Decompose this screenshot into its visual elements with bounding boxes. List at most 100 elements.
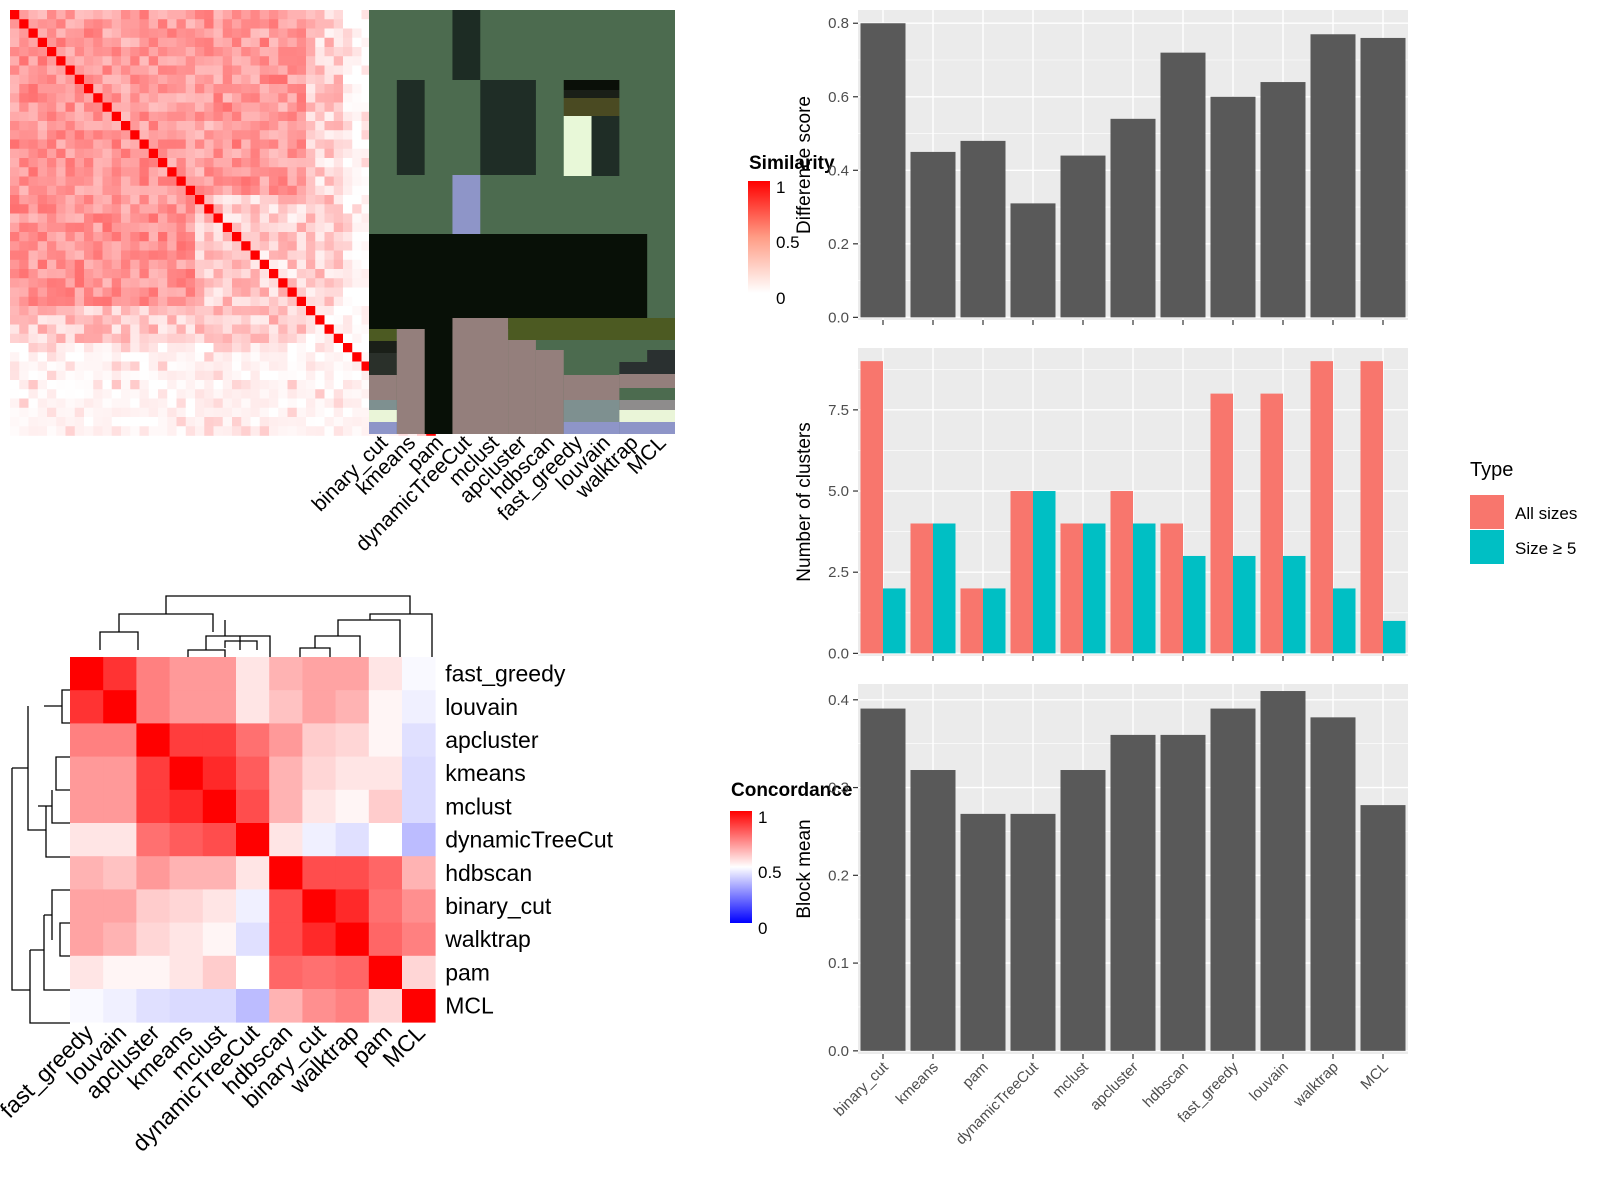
similarity-cell [287,10,298,20]
similarity-cell [232,167,242,177]
similarity-cell [296,296,307,307]
similarity-cell [204,37,214,48]
similarity-cell [28,324,39,335]
similarity-cell [222,185,233,196]
similarity-cell [259,130,270,140]
similarity-cell [232,296,242,307]
similarity-cell [352,74,362,85]
similarity-cell [148,426,159,436]
similarity-cell [195,158,205,168]
similarity-cell [19,306,29,316]
similarity-cell [28,74,39,85]
similarity-cell [130,269,140,279]
similarity-cell [333,158,344,168]
similarity-cell [84,352,94,362]
similarity-cell [176,93,187,103]
similarity-cell [28,93,39,103]
similarity-cell [10,426,20,436]
similarity-cell [130,259,140,270]
similarity-cell [250,121,261,131]
similarity-cell [296,417,307,427]
concordance-cell [236,723,270,757]
similarity-cell [74,121,85,131]
similarity-cell [241,241,251,251]
similarity-cell [19,65,29,76]
similarity-cell [213,28,224,39]
similarity-cell [148,84,159,94]
similarity-legend-title: Similarity [749,153,835,174]
concordance-cell [103,756,137,791]
similarity-cell [37,259,48,270]
similarity-cell [56,306,66,316]
similarity-cell [158,343,168,353]
concordance-cell [136,657,170,691]
similarity-cell [343,65,353,76]
similarity-cell [28,343,39,353]
similarity-cell [250,296,261,307]
similarity-cell [352,315,362,325]
concordance-cell [136,723,170,757]
similarity-cell [315,74,325,85]
similarity-cell [47,204,57,214]
similarity-cell [121,333,131,344]
similarity-cell [213,139,224,150]
similarity-cell [306,10,316,20]
similarity-cell [74,296,85,307]
similarity-cell [148,28,159,39]
similarity-cell [232,28,242,39]
similarity-cell [259,278,270,288]
concordance-cell [136,989,170,1023]
x-tick-label-pam: pam [959,1059,992,1092]
similarity-cell [158,74,168,85]
similarity-cell [93,102,103,113]
similarity-cell [306,417,316,427]
similarity-cell [232,139,242,150]
similarity-cell [204,74,214,85]
similarity-cell [84,222,94,233]
concordance-cell [402,856,436,890]
similarity-cell [269,204,279,214]
similarity-cell [158,315,168,325]
similarity-cell [259,426,270,436]
similarity-cell [19,352,29,362]
similarity-cell [213,37,224,48]
similarity-cell [139,370,150,381]
module-block [647,350,675,362]
similarity-cell [37,306,48,316]
similarity-cell [324,102,335,113]
similarity-cell [185,28,196,39]
similarity-cell [333,130,344,140]
similarity-cell [158,232,168,242]
similarity-cell [278,343,288,353]
similarity-cell [361,426,372,436]
similarity-cell [185,222,196,233]
similarity-cell [195,333,205,344]
bar-louvain [1260,82,1306,318]
similarity-cell [176,306,187,316]
similarity-cell [296,269,307,279]
concordance-cell [202,756,237,791]
similarity-cell [241,361,251,372]
similarity-cell [250,176,261,187]
similarity-cell [287,195,298,205]
similarity-cell [333,167,344,177]
similarity-cell [306,28,316,39]
similarity-cell [47,333,57,344]
similarity-cell [343,398,353,409]
bar-dynamicTreeCut [1010,813,1056,1051]
similarity-cell [19,380,29,390]
module-block [369,422,397,434]
similarity-cell [204,195,214,205]
similarity-cell [343,185,353,196]
similarity-cell [10,333,20,344]
similarity-cell [222,269,233,279]
similarity-cell [315,426,325,436]
similarity-cell [74,324,85,335]
similarity-cell [10,222,20,233]
module-block [508,340,536,375]
similarity-cell [306,111,316,122]
similarity-cell [37,204,48,214]
similarity-cell [65,324,76,335]
similarity-cell [204,296,214,307]
similarity-cell [167,343,177,353]
